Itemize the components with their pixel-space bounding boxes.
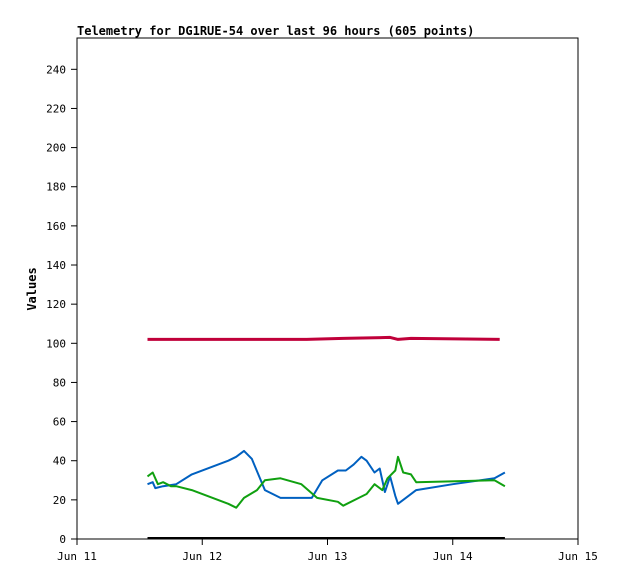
y-axis: 0 20 40 60 80 100 120 140 160 180 200 220 240 (46, 63, 77, 546)
y-tick-label: 120 (46, 298, 66, 311)
x-tick-label: Jun 11 (57, 550, 97, 563)
series-line-1 (147, 335, 500, 341)
series-layer (146, 335, 506, 539)
y-axis-title: Values (25, 267, 39, 310)
y-tick-label: 140 (46, 259, 66, 272)
chart-title: Telemetry for DG1RUE-54 over last 96 hou… (77, 24, 474, 38)
y-tick-label: 240 (46, 63, 66, 76)
y-tick-label: 200 (46, 142, 66, 155)
y-tick-label: 180 (46, 181, 66, 194)
y-tick-label: 80 (53, 376, 66, 389)
x-axis: Jun 11 Jun 12 Jun 13 Jun 14 Jun 15 (57, 539, 598, 563)
y-tick-label: 0 (59, 533, 66, 546)
x-tick-label: Jun 14 (433, 550, 473, 563)
y-tick-label: 40 (53, 455, 66, 468)
y-tick-label: 100 (46, 337, 66, 350)
y-tick-label: 160 (46, 220, 66, 233)
y-tick-label: 20 (53, 494, 66, 507)
y-tick-label: 60 (53, 416, 66, 429)
series-line-2 (147, 449, 506, 505)
series-line-3 (146, 455, 506, 509)
y-tick-label: 220 (46, 102, 66, 115)
plot-frame (76, 37, 579, 540)
x-tick-label: Jun 13 (308, 550, 348, 563)
x-tick-label: Jun 12 (182, 550, 222, 563)
x-tick-label: Jun 15 (558, 550, 598, 563)
